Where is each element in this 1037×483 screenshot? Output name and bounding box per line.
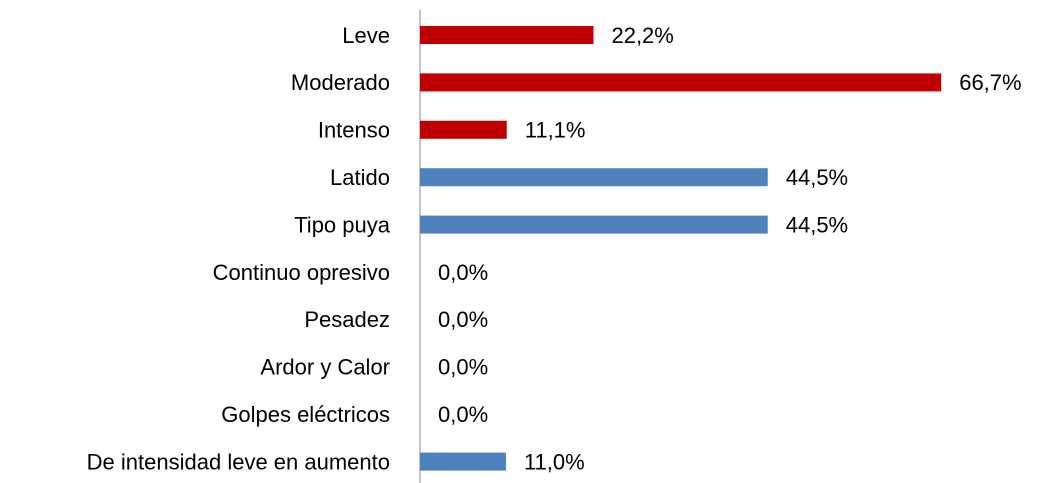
value-label: 0,0% [438, 307, 488, 332]
bar [420, 26, 594, 44]
value-label: 0,0% [438, 355, 488, 380]
value-label: 11,1% [525, 118, 586, 143]
bar [420, 168, 768, 187]
bar [420, 73, 942, 92]
category-label: Pesadez [304, 307, 390, 332]
category-label: Leve [342, 23, 390, 48]
value-label: 66,7% [959, 70, 1021, 95]
value-label: 0,0% [438, 402, 488, 427]
value-label: 11,0% [524, 449, 585, 474]
category-label: Intenso [318, 118, 390, 143]
category-label: De intensidad leve en aumento [87, 449, 390, 474]
category-label: Tipo puya [294, 212, 391, 237]
category-label: Moderado [291, 70, 390, 95]
category-label: Latido [330, 165, 390, 190]
value-label: 0,0% [438, 260, 488, 285]
value-label: 22,2% [611, 23, 673, 48]
category-label: Continuo opresivo [213, 260, 390, 285]
category-label: Ardor y Calor [260, 355, 390, 380]
value-label: 44,5% [786, 212, 848, 237]
bar [420, 452, 506, 471]
value-label: 44,5% [786, 165, 848, 190]
bar [420, 120, 507, 139]
category-label: Golpes eléctricos [221, 402, 390, 427]
bar [420, 215, 768, 234]
